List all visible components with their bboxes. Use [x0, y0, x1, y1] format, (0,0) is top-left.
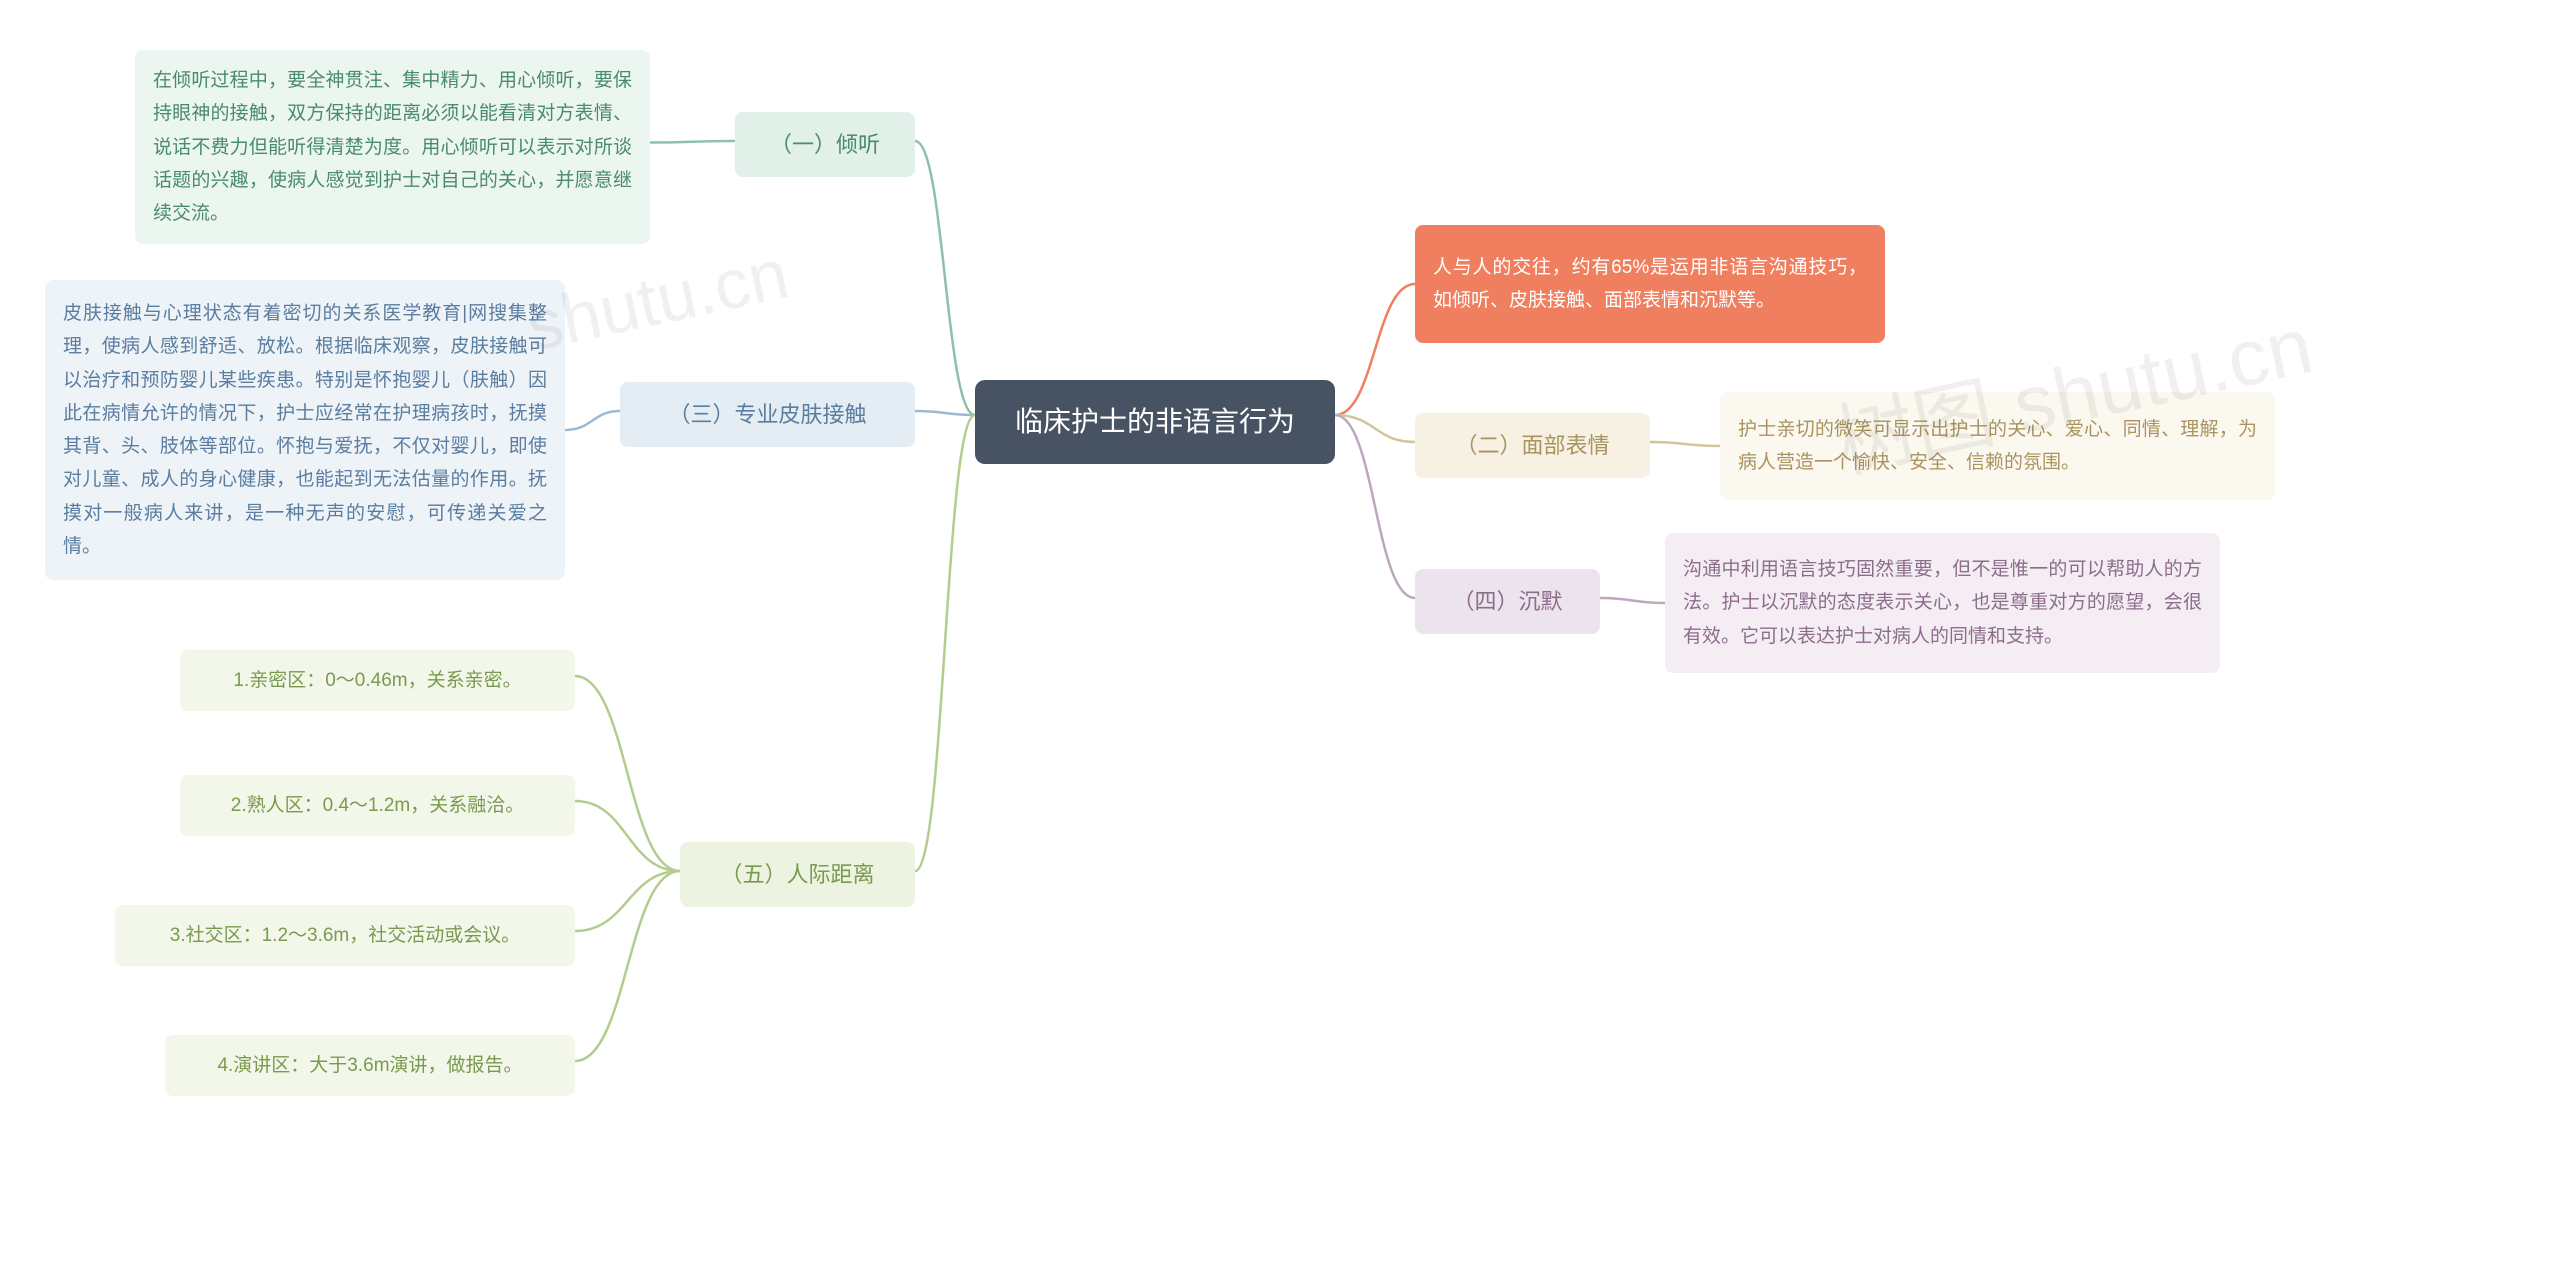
leaf-b5-3: 4.演讲区：大于3.6m演讲，做报告。 — [165, 1035, 575, 1096]
mindmap-canvas: 临床护士的非语言行为 （一）倾听 在倾听过程中，要全神贯注、集中精力、用心倾听，要保… — [0, 0, 2560, 1273]
center-topic: 临床护士的非语言行为 — [975, 380, 1335, 464]
branch-b1: （一）倾听 — [735, 112, 915, 177]
branch-b5: （五）人际距离 — [680, 842, 915, 907]
leaf-b4-0: 沟通中利用语言技巧固然重要，但不是惟一的可以帮助人的方法。护士以沉默的态度表示关… — [1665, 533, 2220, 673]
branch-intro: 人与人的交往，约有65%是运用非语言沟通技巧，如倾听、皮肤接触、面部表情和沉默等… — [1415, 225, 1885, 343]
leaf-b5-2: 3.社交区：1.2～3.6m，社交活动或会议。 — [115, 905, 575, 966]
leaf-b3-0: 皮肤接触与心理状态有着密切的关系医学教育|网搜集整理，使病人感到舒适、放松。根据… — [45, 280, 565, 580]
branch-b3: （三）专业皮肤接触 — [620, 382, 915, 447]
leaf-b5-0: 1.亲密区：0～0.46m，关系亲密。 — [180, 650, 575, 711]
branch-b4: （四）沉默 — [1415, 569, 1600, 634]
branch-b2: （二）面部表情 — [1415, 413, 1650, 478]
leaf-b2-0: 护士亲切的微笑可显示出护士的关心、爱心、同情、理解，为病人营造一个愉快、安全、信… — [1720, 392, 2275, 500]
leaf-b1-0: 在倾听过程中，要全神贯注、集中精力、用心倾听，要保持眼神的接触，双方保持的距离必… — [135, 50, 650, 244]
leaf-b5-1: 2.熟人区：0.4～1.2m，关系融洽。 — [180, 775, 575, 836]
